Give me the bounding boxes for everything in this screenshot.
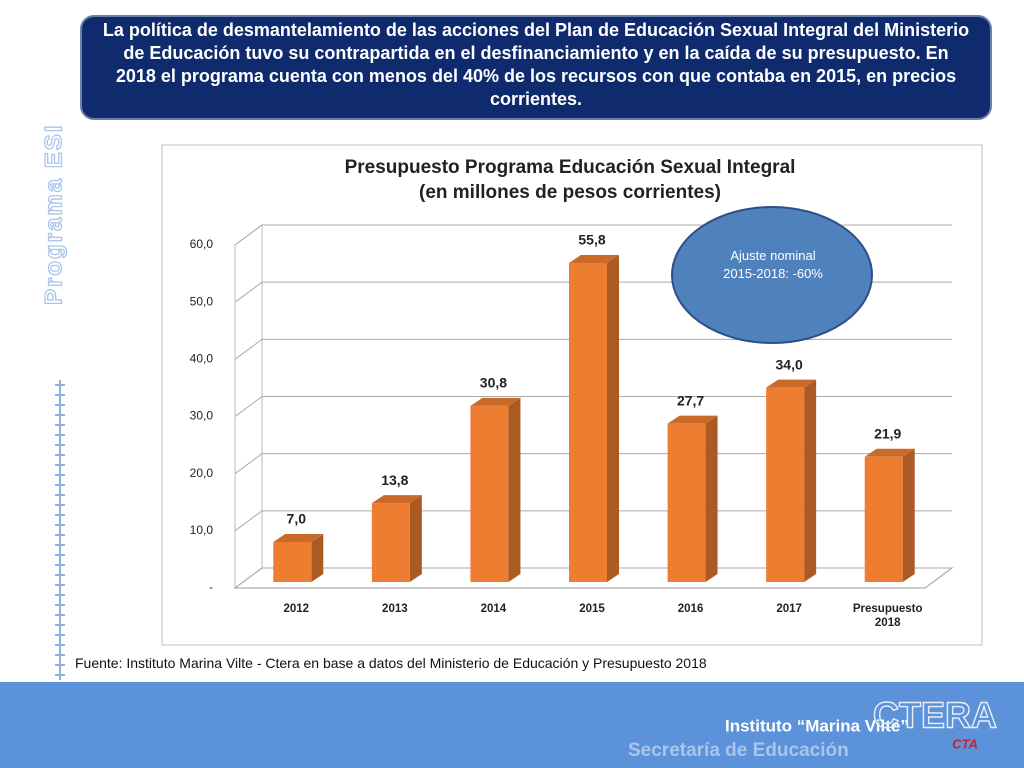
x-tick-label: Presupuesto 2018 [852,603,923,629]
bar-top [864,448,915,457]
value-label: 7,0 [287,511,307,527]
value-label: 34,0 [776,356,803,372]
y-tick-label: 40,0 [190,352,214,366]
bar-top [766,379,817,388]
y-tick-label: 50,0 [190,294,214,308]
bar-top [569,255,619,264]
value-label: 21,9 [874,426,901,442]
bar [864,456,903,582]
footer-secretariat: Secretaría de Educación [628,740,849,761]
bar [569,263,607,582]
header-text: La política de desmantelamiento de las a… [80,15,992,120]
footer-logo2: CTA [952,736,978,751]
value-label: 30,8 [480,375,507,391]
x-tick-label: 2016 [677,603,704,615]
bar-top [273,533,324,542]
bar [273,541,312,582]
source-note: Fuente: Instituto Marina Vilte - Ctera e… [75,655,707,671]
grid-line [234,338,952,360]
bar-side [311,533,324,582]
y-tick-label: - [209,580,213,594]
y-tick-label: 10,0 [190,523,214,537]
bar-side [409,495,422,582]
annotation-text: Ajuste nominal 2015-2018: -60% [723,248,823,281]
annotation-bubble [671,206,873,344]
y-tick-label: 60,0 [190,237,214,251]
chart-title: Presupuesto Programa Educación Sexual In… [345,157,796,178]
value-label: 55,8 [578,232,605,248]
grid-line [234,567,952,589]
chart-subtitle: (en millones de pesos corrientes) [419,182,721,203]
bar-side [705,415,718,582]
bar-side [902,448,915,582]
bar-top [371,495,422,504]
bar [470,405,509,582]
y-tick-label: 30,0 [190,409,214,423]
side-label: Programa ESI [40,124,67,305]
bar [371,503,410,582]
bar [766,387,805,582]
value-label: 13,8 [381,472,408,488]
footer-institute: Instituto “Marina Vilte” [725,716,909,735]
bar-side [607,255,619,582]
x-tick-label: 2014 [480,603,507,615]
side-ornament [55,380,65,680]
plot-area: - 10,0 20,0 30,0 40,0 50,0 60,0 7,0 13,8 30,8 55,8… [190,224,954,594]
bar-top [470,397,521,406]
bar-side [804,379,817,582]
value-label: 27,7 [677,392,704,408]
bar-top [667,415,718,424]
x-tick-label: 2012 [283,603,310,615]
x-tick-label: 2015 [579,603,605,615]
y-tick-label: 20,0 [190,466,214,480]
bar [667,423,706,582]
x-tick-label: 2017 [776,603,802,615]
grid-line [234,453,952,475]
footer-logo: CTERA [873,695,997,736]
footer-band [0,682,1024,768]
bar-side [508,397,521,582]
x-tick-label: 2013 [382,603,408,615]
grid-line [234,396,952,417]
grid-line [234,510,952,532]
